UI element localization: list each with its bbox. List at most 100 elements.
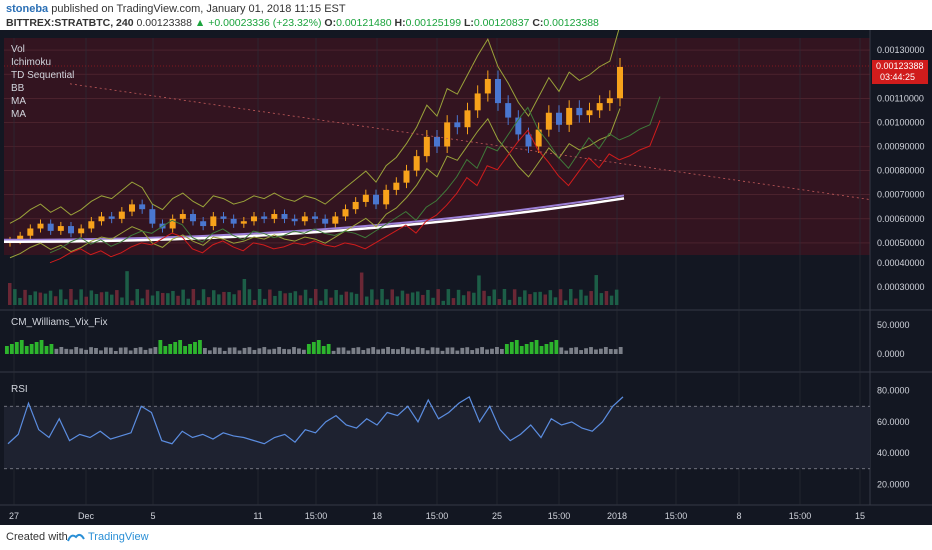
volume-bar xyxy=(528,294,532,305)
candle-body xyxy=(129,204,135,212)
volume-bar xyxy=(426,289,430,305)
candle-body xyxy=(57,226,64,231)
volume-bar xyxy=(523,290,527,305)
vix-bar xyxy=(504,344,509,354)
vix-bar xyxy=(574,347,579,354)
volume-bar xyxy=(390,289,394,305)
candle-body xyxy=(149,209,156,224)
volume-bar xyxy=(512,289,517,305)
candle-body xyxy=(566,107,573,125)
open-label: O: xyxy=(324,17,337,29)
candle-body xyxy=(301,216,308,222)
vix-bar xyxy=(500,348,504,354)
volume-bar xyxy=(48,290,53,305)
candle-body xyxy=(556,112,562,125)
candle-body xyxy=(118,211,125,219)
vix-bar xyxy=(420,348,425,354)
volume-bar xyxy=(242,279,247,305)
volume-bar xyxy=(324,289,328,305)
tradingview-logo-icon[interactable] xyxy=(67,531,85,546)
vix-bar xyxy=(237,350,242,354)
vix-title: CM_Williams_Vix_Fix xyxy=(11,317,108,328)
vix-bar xyxy=(5,346,9,354)
volume-bar xyxy=(584,295,588,305)
chart-svg[interactable]: 0.001300000.001200000.001100000.00100000… xyxy=(0,25,932,525)
volume-bar xyxy=(155,291,160,305)
candle-body xyxy=(261,216,268,219)
vix-bar xyxy=(19,340,24,354)
vix-bar xyxy=(59,347,64,354)
time-tick-label: 15:00 xyxy=(305,511,328,521)
vix-bar xyxy=(381,348,385,354)
tradingview-brand-link[interactable]: TradingView xyxy=(88,531,149,543)
author-name[interactable]: stoneba xyxy=(6,3,49,15)
vix-bar xyxy=(287,349,291,354)
vix-bar xyxy=(589,347,593,354)
volume-bar xyxy=(599,293,604,305)
vix-bar xyxy=(509,342,514,354)
candle-body xyxy=(98,216,105,222)
volume-bar xyxy=(303,289,308,305)
volume-bar xyxy=(288,292,292,305)
high-label: H: xyxy=(394,17,406,29)
vix-bar xyxy=(79,348,84,354)
candle-body xyxy=(312,216,318,219)
volume-bar xyxy=(344,291,349,305)
rsi-line xyxy=(7,395,624,445)
volume-bar xyxy=(533,292,537,305)
volume-bar xyxy=(507,299,512,305)
volume-bar xyxy=(94,293,99,305)
volume-bar xyxy=(99,292,104,305)
vix-bar xyxy=(104,347,108,354)
chart-area[interactable]: 0.001300000.001200000.001100000.00100000… xyxy=(0,25,932,525)
time-tick-label: 15:00 xyxy=(665,511,688,521)
vix-bar xyxy=(257,348,262,354)
vix-bar xyxy=(118,347,123,354)
vix-bar xyxy=(470,350,475,354)
vix-bar xyxy=(485,349,489,354)
vix-bar xyxy=(302,349,306,354)
open-value: 0.00121480 xyxy=(336,17,392,29)
vix-bar xyxy=(608,349,613,354)
vix-bar xyxy=(371,347,376,354)
vix-bar xyxy=(163,346,168,354)
volume-bar xyxy=(166,293,170,305)
candle-body xyxy=(373,194,379,205)
vix-bar xyxy=(277,347,282,354)
vix-bar xyxy=(475,348,480,354)
volume-bar xyxy=(232,294,236,305)
vix-bar xyxy=(217,347,222,354)
vix-bar xyxy=(410,349,415,354)
vix-bar xyxy=(594,349,598,354)
volume-bar xyxy=(18,297,22,305)
volume-bar xyxy=(53,296,58,305)
vix-bar xyxy=(173,342,178,354)
volume-bar xyxy=(176,295,180,305)
vix-bar xyxy=(544,344,549,354)
volume-bar xyxy=(186,298,190,305)
volume-bar xyxy=(436,289,440,305)
volume-bar xyxy=(181,289,185,305)
vix-bar xyxy=(227,347,232,354)
volume-bar xyxy=(308,298,313,305)
vix-bar xyxy=(188,344,192,354)
vix-bar xyxy=(39,340,44,354)
volume-bar xyxy=(410,292,415,305)
rsi-title: RSI xyxy=(11,384,28,395)
candle-body xyxy=(586,110,593,116)
volume-bar xyxy=(237,290,241,305)
volume-bar xyxy=(349,292,354,305)
volume-bar xyxy=(130,300,134,305)
vix-bar xyxy=(207,350,212,354)
volume-bar xyxy=(43,293,48,305)
volume-bar xyxy=(150,295,155,305)
vix-bar xyxy=(331,350,336,354)
vix-bar xyxy=(316,340,321,354)
volume-bar xyxy=(140,298,145,305)
time-tick-label: 15:00 xyxy=(548,511,571,521)
volume-bar xyxy=(385,299,389,305)
vix-bar xyxy=(262,347,267,354)
volume-bar xyxy=(482,290,486,305)
volume-bar xyxy=(120,297,124,305)
time-tick-label: 15:00 xyxy=(426,511,449,521)
